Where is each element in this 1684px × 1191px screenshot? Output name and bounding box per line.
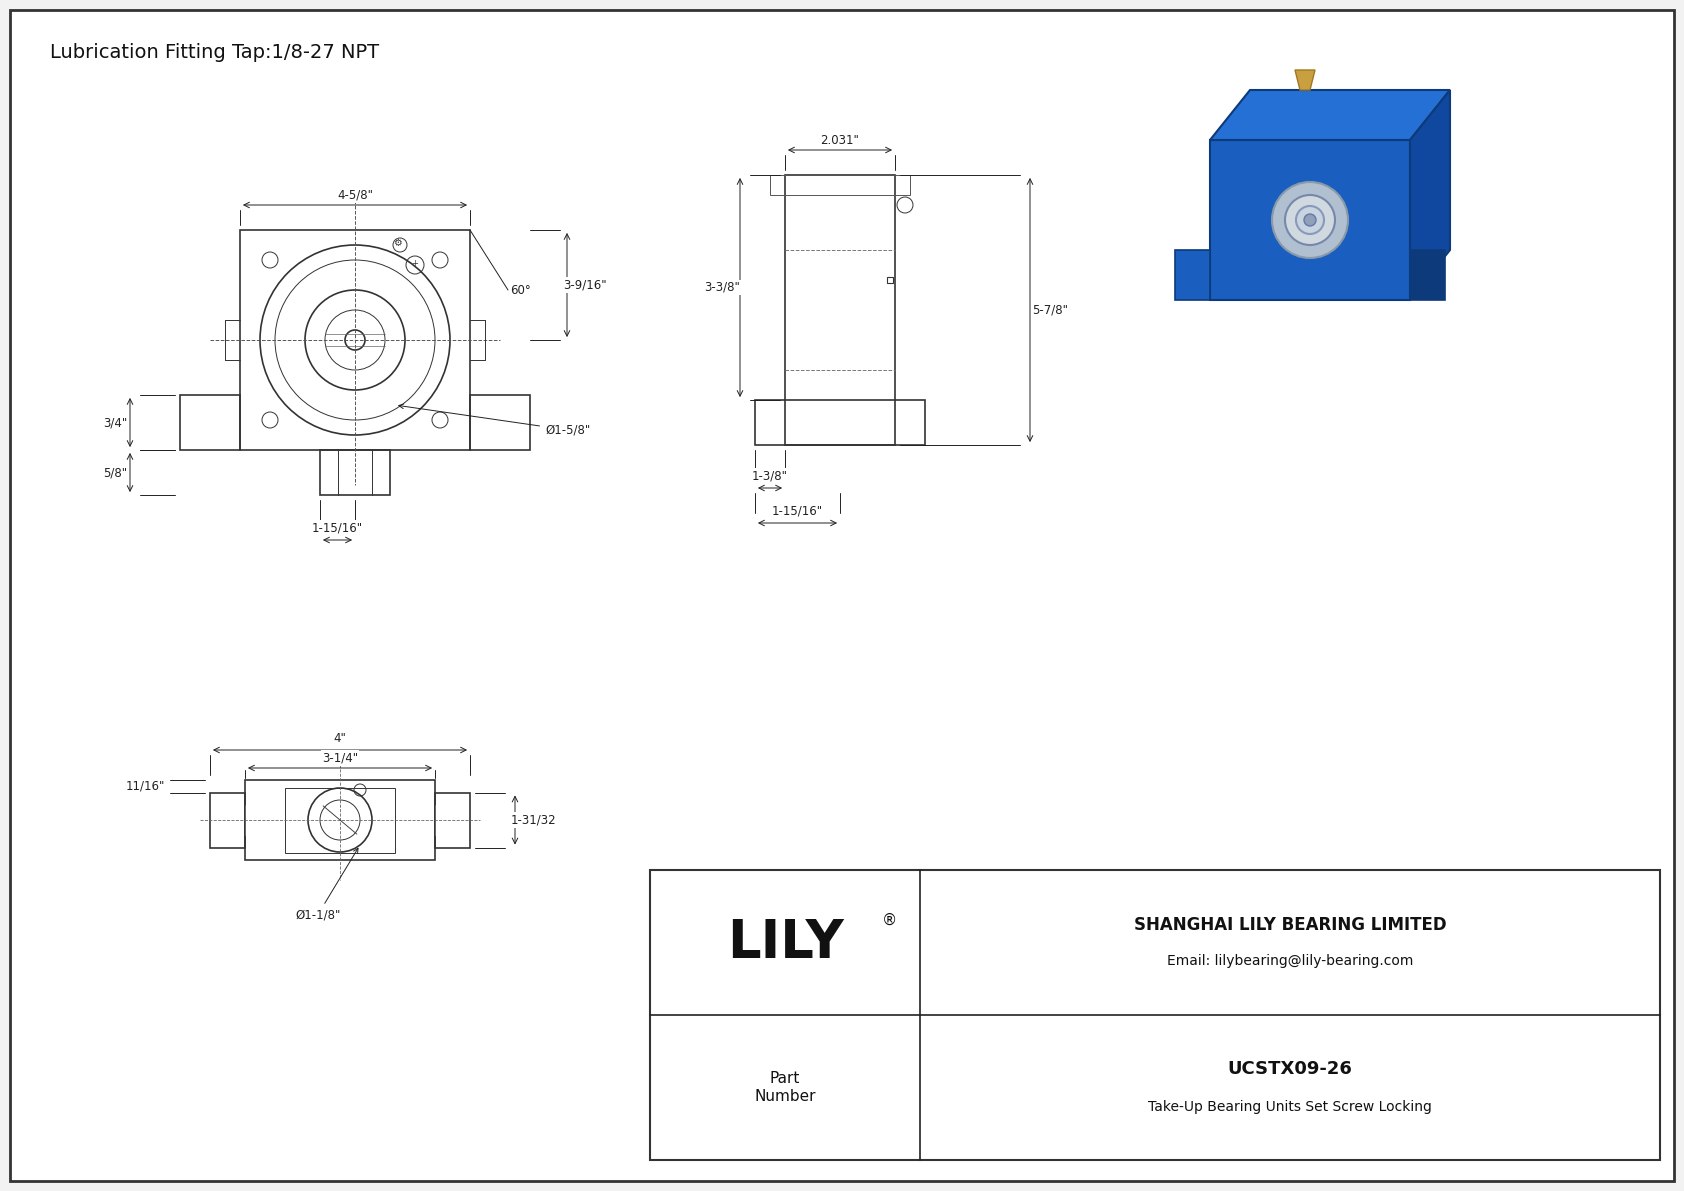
Circle shape <box>1271 182 1347 258</box>
Text: 60°: 60° <box>510 283 530 297</box>
Bar <box>241 230 470 450</box>
Text: UCSTX09-26: UCSTX09-26 <box>1228 1060 1352 1079</box>
Bar <box>470 395 530 450</box>
Circle shape <box>1285 195 1335 245</box>
Circle shape <box>1303 214 1315 226</box>
Text: Lubrication Fitting Tap:1/8-27 NPT: Lubrication Fitting Tap:1/8-27 NPT <box>51 43 379 62</box>
Text: 3-3/8": 3-3/8" <box>704 281 739 294</box>
Text: SHANGHAI LILY BEARING LIMITED: SHANGHAI LILY BEARING LIMITED <box>1133 916 1447 934</box>
Text: ⚙: ⚙ <box>392 238 401 248</box>
Text: 1-15/16": 1-15/16" <box>771 505 823 518</box>
Text: Ø1-1/8": Ø1-1/8" <box>295 848 359 922</box>
Text: ®: ® <box>882 913 898 928</box>
Bar <box>320 450 391 495</box>
Polygon shape <box>1410 91 1450 300</box>
Text: 5/8": 5/8" <box>103 466 126 479</box>
Polygon shape <box>1295 70 1315 91</box>
Text: LILY: LILY <box>726 917 844 968</box>
Text: 1-31/32: 1-31/32 <box>510 813 556 827</box>
Text: Ø1-5/8": Ø1-5/8" <box>399 404 591 436</box>
Bar <box>650 869 1660 1160</box>
Bar <box>285 787 396 853</box>
Polygon shape <box>1175 250 1211 300</box>
Circle shape <box>1297 206 1324 233</box>
Text: 4": 4" <box>333 731 347 744</box>
Polygon shape <box>1410 250 1445 300</box>
Text: 1-3/8": 1-3/8" <box>753 469 788 482</box>
Bar <box>180 395 241 450</box>
Text: +: + <box>411 258 418 268</box>
Text: 5-7/8": 5-7/8" <box>1032 304 1068 317</box>
Text: 2.031": 2.031" <box>820 133 859 146</box>
Text: 1-15/16": 1-15/16" <box>312 522 364 535</box>
Bar <box>785 175 894 445</box>
Text: 3-9/16": 3-9/16" <box>562 279 606 292</box>
Bar <box>754 400 925 445</box>
Bar <box>244 780 434 860</box>
Text: Take-Up Bearing Units Set Screw Locking: Take-Up Bearing Units Set Screw Locking <box>1148 1100 1431 1115</box>
Text: 11/16": 11/16" <box>125 780 165 793</box>
Text: 4-5/8": 4-5/8" <box>337 188 372 201</box>
Text: 3/4": 3/4" <box>103 416 126 429</box>
Bar <box>434 792 470 848</box>
Text: Part
Number: Part Number <box>754 1071 815 1104</box>
Bar <box>210 792 244 848</box>
Text: Email: lilybearing@lily-bearing.com: Email: lilybearing@lily-bearing.com <box>1167 954 1413 967</box>
Text: 3-1/4": 3-1/4" <box>322 752 359 765</box>
Polygon shape <box>1211 91 1450 141</box>
Polygon shape <box>1211 141 1410 300</box>
Bar <box>770 175 909 195</box>
